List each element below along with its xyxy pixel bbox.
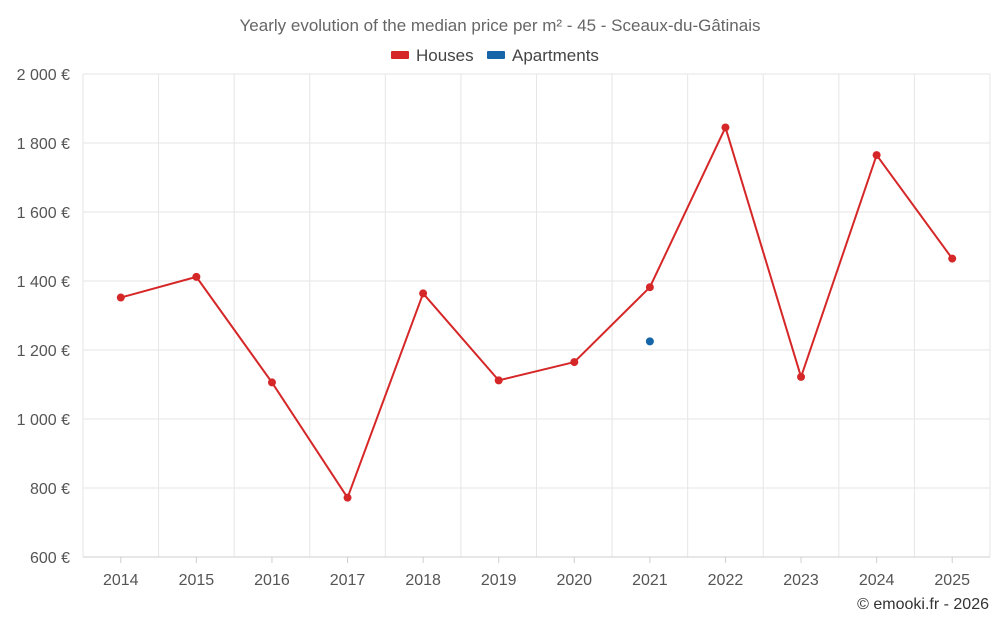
y-tick-label: 800 € — [30, 481, 70, 498]
x-tick-label: 2014 — [103, 572, 139, 589]
data-point-houses[interactable] — [797, 372, 806, 381]
y-tick-label: 1 200 € — [17, 343, 70, 360]
y-axis: 600 € 800 € 1 000 € 1 200 € 1 400 € 1 600 € 1 … — [17, 67, 70, 567]
legend-label-houses[interactable]: Houses — [416, 46, 474, 65]
data-point-houses[interactable] — [419, 289, 428, 298]
credit-text: © emooki.fr - 2026 — [857, 596, 989, 613]
y-tick-label: 1 400 € — [17, 274, 70, 291]
x-tick-label: 2016 — [254, 572, 290, 589]
legend-swatch-apartments — [487, 51, 505, 59]
data-point-houses[interactable] — [645, 283, 654, 292]
grid — [82, 73, 991, 557]
data-point-houses[interactable] — [192, 272, 201, 281]
data-point-houses[interactable] — [267, 378, 276, 387]
y-tick-label: 600 € — [30, 550, 70, 567]
series-line-houses — [120, 126, 954, 499]
x-tick-label: 2021 — [632, 572, 668, 589]
x-tick-label: 2020 — [556, 572, 592, 589]
x-tick-label: 2015 — [179, 572, 215, 589]
y-tick-label: 1 000 € — [17, 412, 70, 429]
plot-area — [116, 123, 957, 502]
y-tick-label: 1 800 € — [17, 136, 70, 153]
data-point-houses[interactable] — [570, 358, 579, 367]
x-tick-label: 2023 — [783, 572, 819, 589]
x-tick-label: 2019 — [481, 572, 517, 589]
legend-label-apartments[interactable]: Apartments — [512, 46, 599, 65]
data-point-houses[interactable] — [721, 123, 730, 132]
data-point-apartments[interactable] — [645, 337, 654, 346]
y-tick-label: 2 000 € — [17, 67, 70, 84]
x-tick-label: 2017 — [330, 572, 366, 589]
legend-swatch-houses — [391, 51, 409, 59]
x-tick-label: 2025 — [934, 572, 970, 589]
data-point-houses[interactable] — [343, 493, 352, 502]
chart-title: Yearly evolution of the median price per… — [240, 16, 761, 35]
legend: Houses Apartments — [391, 46, 599, 65]
data-point-houses[interactable] — [872, 151, 881, 160]
x-tick-label: 2024 — [859, 572, 895, 589]
x-tick-label: 2022 — [708, 572, 744, 589]
data-point-houses[interactable] — [116, 293, 125, 302]
x-tick-label: 2018 — [405, 572, 441, 589]
y-tick-label: 1 600 € — [17, 205, 70, 222]
x-axis: 2014 2015 2016 2017 2018 2019 2020 2021 2022 2023… — [83, 556, 990, 589]
data-point-houses[interactable] — [494, 376, 503, 385]
data-point-houses[interactable] — [948, 254, 957, 263]
